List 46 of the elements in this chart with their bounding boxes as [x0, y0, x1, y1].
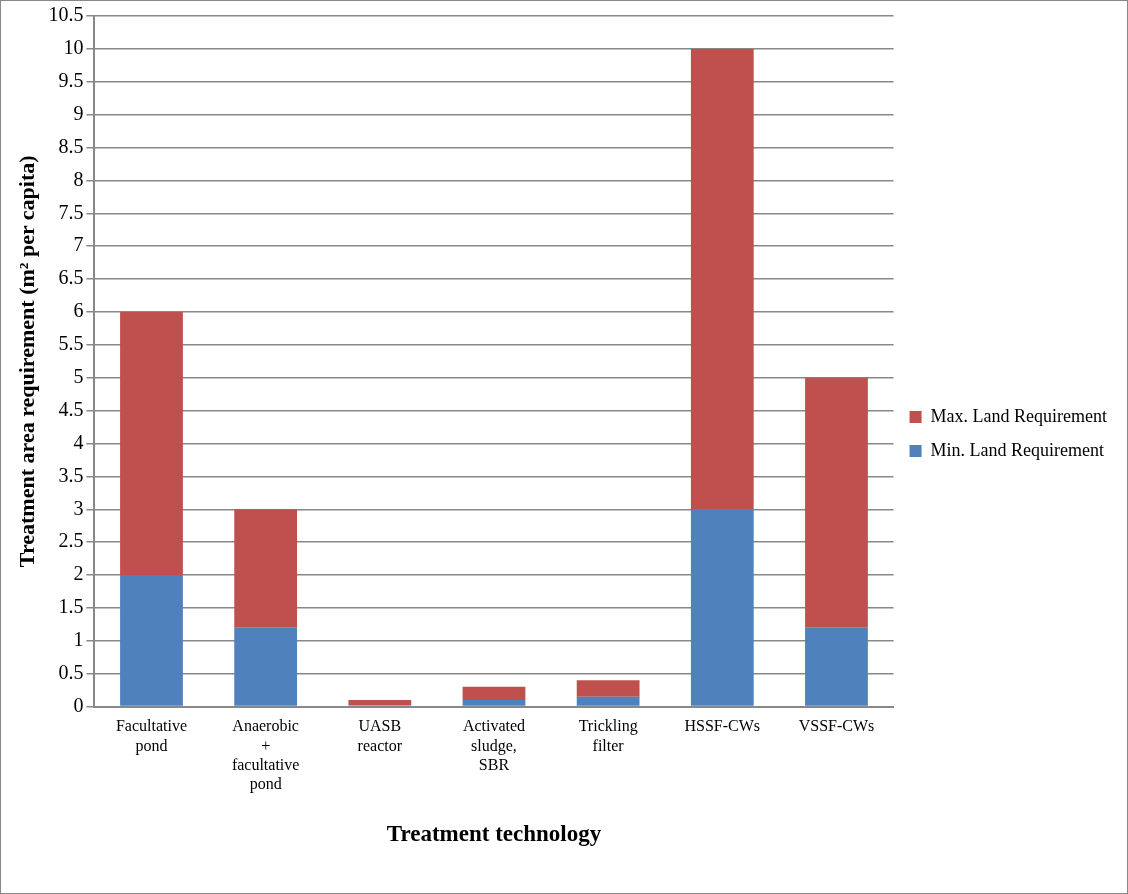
- bar: [120, 575, 183, 706]
- y-tick-label: 1: [73, 628, 84, 651]
- bar: [234, 509, 298, 628]
- x-tick-label: Trickling filter: [578, 717, 638, 754]
- y-tick-label: 4: [73, 430, 84, 453]
- x-tick-label: Facultative pond: [115, 717, 188, 755]
- y-tick-label: 10.5: [48, 3, 84, 26]
- x-tick-label: VSSF-CWs: [798, 717, 875, 735]
- y-tick-label: 7.5: [58, 200, 84, 223]
- bar: [690, 48, 754, 510]
- y-tick-label: 7: [73, 233, 84, 256]
- bar: [462, 700, 526, 706]
- y-tick-label: 4.5: [58, 397, 84, 420]
- y-tick-label: 1.5: [58, 595, 84, 618]
- y-tick-label: 9: [73, 101, 84, 124]
- y-tick-label: 10: [63, 36, 84, 59]
- y-tick-label: 9.5: [58, 69, 84, 92]
- bar: [576, 696, 640, 706]
- y-tick-label: 2: [73, 562, 84, 585]
- bar: [120, 311, 183, 576]
- y-tick-label: 3: [73, 496, 84, 519]
- x-tick-label: Anaerobic + facultative pond: [231, 717, 300, 793]
- y-tick-label: 0.5: [58, 660, 84, 683]
- y-tick-label: 8: [73, 167, 84, 190]
- bar: [462, 686, 526, 701]
- x-tick-label: Activated sludge, SBR: [462, 717, 526, 773]
- y-tick-label: 5: [73, 364, 84, 387]
- bar: [234, 627, 298, 706]
- x-tick-label: UASB reactor: [357, 717, 403, 754]
- bar: [690, 509, 754, 706]
- y-axis-title: Treatment area requirement (m² per capita): [13, 155, 39, 568]
- x-tick-label: HSSF-CWs: [684, 717, 761, 735]
- x-axis-title: Treatment technology: [386, 821, 602, 847]
- y-tick-label: 3.5: [58, 463, 84, 486]
- y-tick-label: 6: [73, 299, 84, 322]
- bar: [348, 700, 412, 706]
- y-tick-label: 2.5: [58, 529, 84, 552]
- y-tick-label: 0: [73, 693, 84, 716]
- legend-label: Min. Land Requirement: [930, 439, 1105, 460]
- y-tick-label: 5.5: [58, 332, 84, 355]
- y-tick-label: 6.5: [58, 266, 84, 289]
- y-tick-label: 8.5: [58, 134, 84, 157]
- bar: [805, 377, 868, 628]
- legend-label: Max. Land Requirement: [930, 405, 1107, 426]
- bar: [576, 680, 640, 697]
- bar: [805, 627, 868, 706]
